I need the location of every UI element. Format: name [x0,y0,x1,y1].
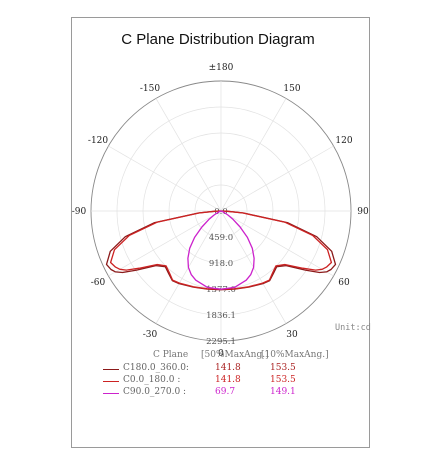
legend-value-50: 69.7 [215,387,236,397]
radial-label: 459.0 [209,233,233,243]
series-line [187,210,255,290]
grid-spoke [108,145,222,212]
legend-swatch [103,393,119,394]
angle-label: -30 [143,330,158,340]
legend-header-50: [50%MaxAng.] [201,350,269,360]
legend-value-10: 153.5 [270,375,296,385]
angle-label: 90 [357,207,369,217]
legend-series-name: C0.0_180.0 : [123,375,181,385]
legend-series-name: C180.0_360.0: [123,363,189,373]
angle-label: -90 [72,207,87,217]
radial-label: 1836.1 [206,311,236,321]
angle-label: -120 [88,136,108,146]
grid-spoke [108,210,222,277]
angle-label: ±180 [209,63,234,73]
angle-label: 150 [283,84,300,94]
angle-label: -150 [140,84,160,94]
legend-series-name: C90.0_270.0 : [123,387,187,397]
legend-value-50: 141.8 [215,363,241,373]
legend-value-10: 149.1 [270,387,296,397]
angle-label: 120 [335,136,352,146]
grid-spoke [220,98,287,212]
angle-label: 0 [218,349,224,359]
grid-spoke [220,145,334,212]
legend-swatch [103,369,119,370]
angle-label: -60 [91,278,106,288]
radial-label: 2295.1 [206,337,236,347]
legend-value-10: 153.5 [270,363,296,373]
grid-spoke [220,210,334,277]
legend-value-50: 141.8 [215,375,241,385]
chart-title: C Plane Distribution Diagram [121,31,315,48]
angle-label: 60 [338,278,350,288]
unit-label: Unit:cd [335,323,371,333]
chart-frame [71,17,370,448]
radial-label: 0.0 [214,207,228,217]
grid-spoke [155,98,222,212]
legend-swatch [103,381,119,382]
angle-label: 30 [286,330,298,340]
legend-header-10: [10%MaxAng.] [261,350,329,360]
legend-header-plane: C Plane [153,350,189,360]
radial-label: 918.0 [209,259,233,269]
